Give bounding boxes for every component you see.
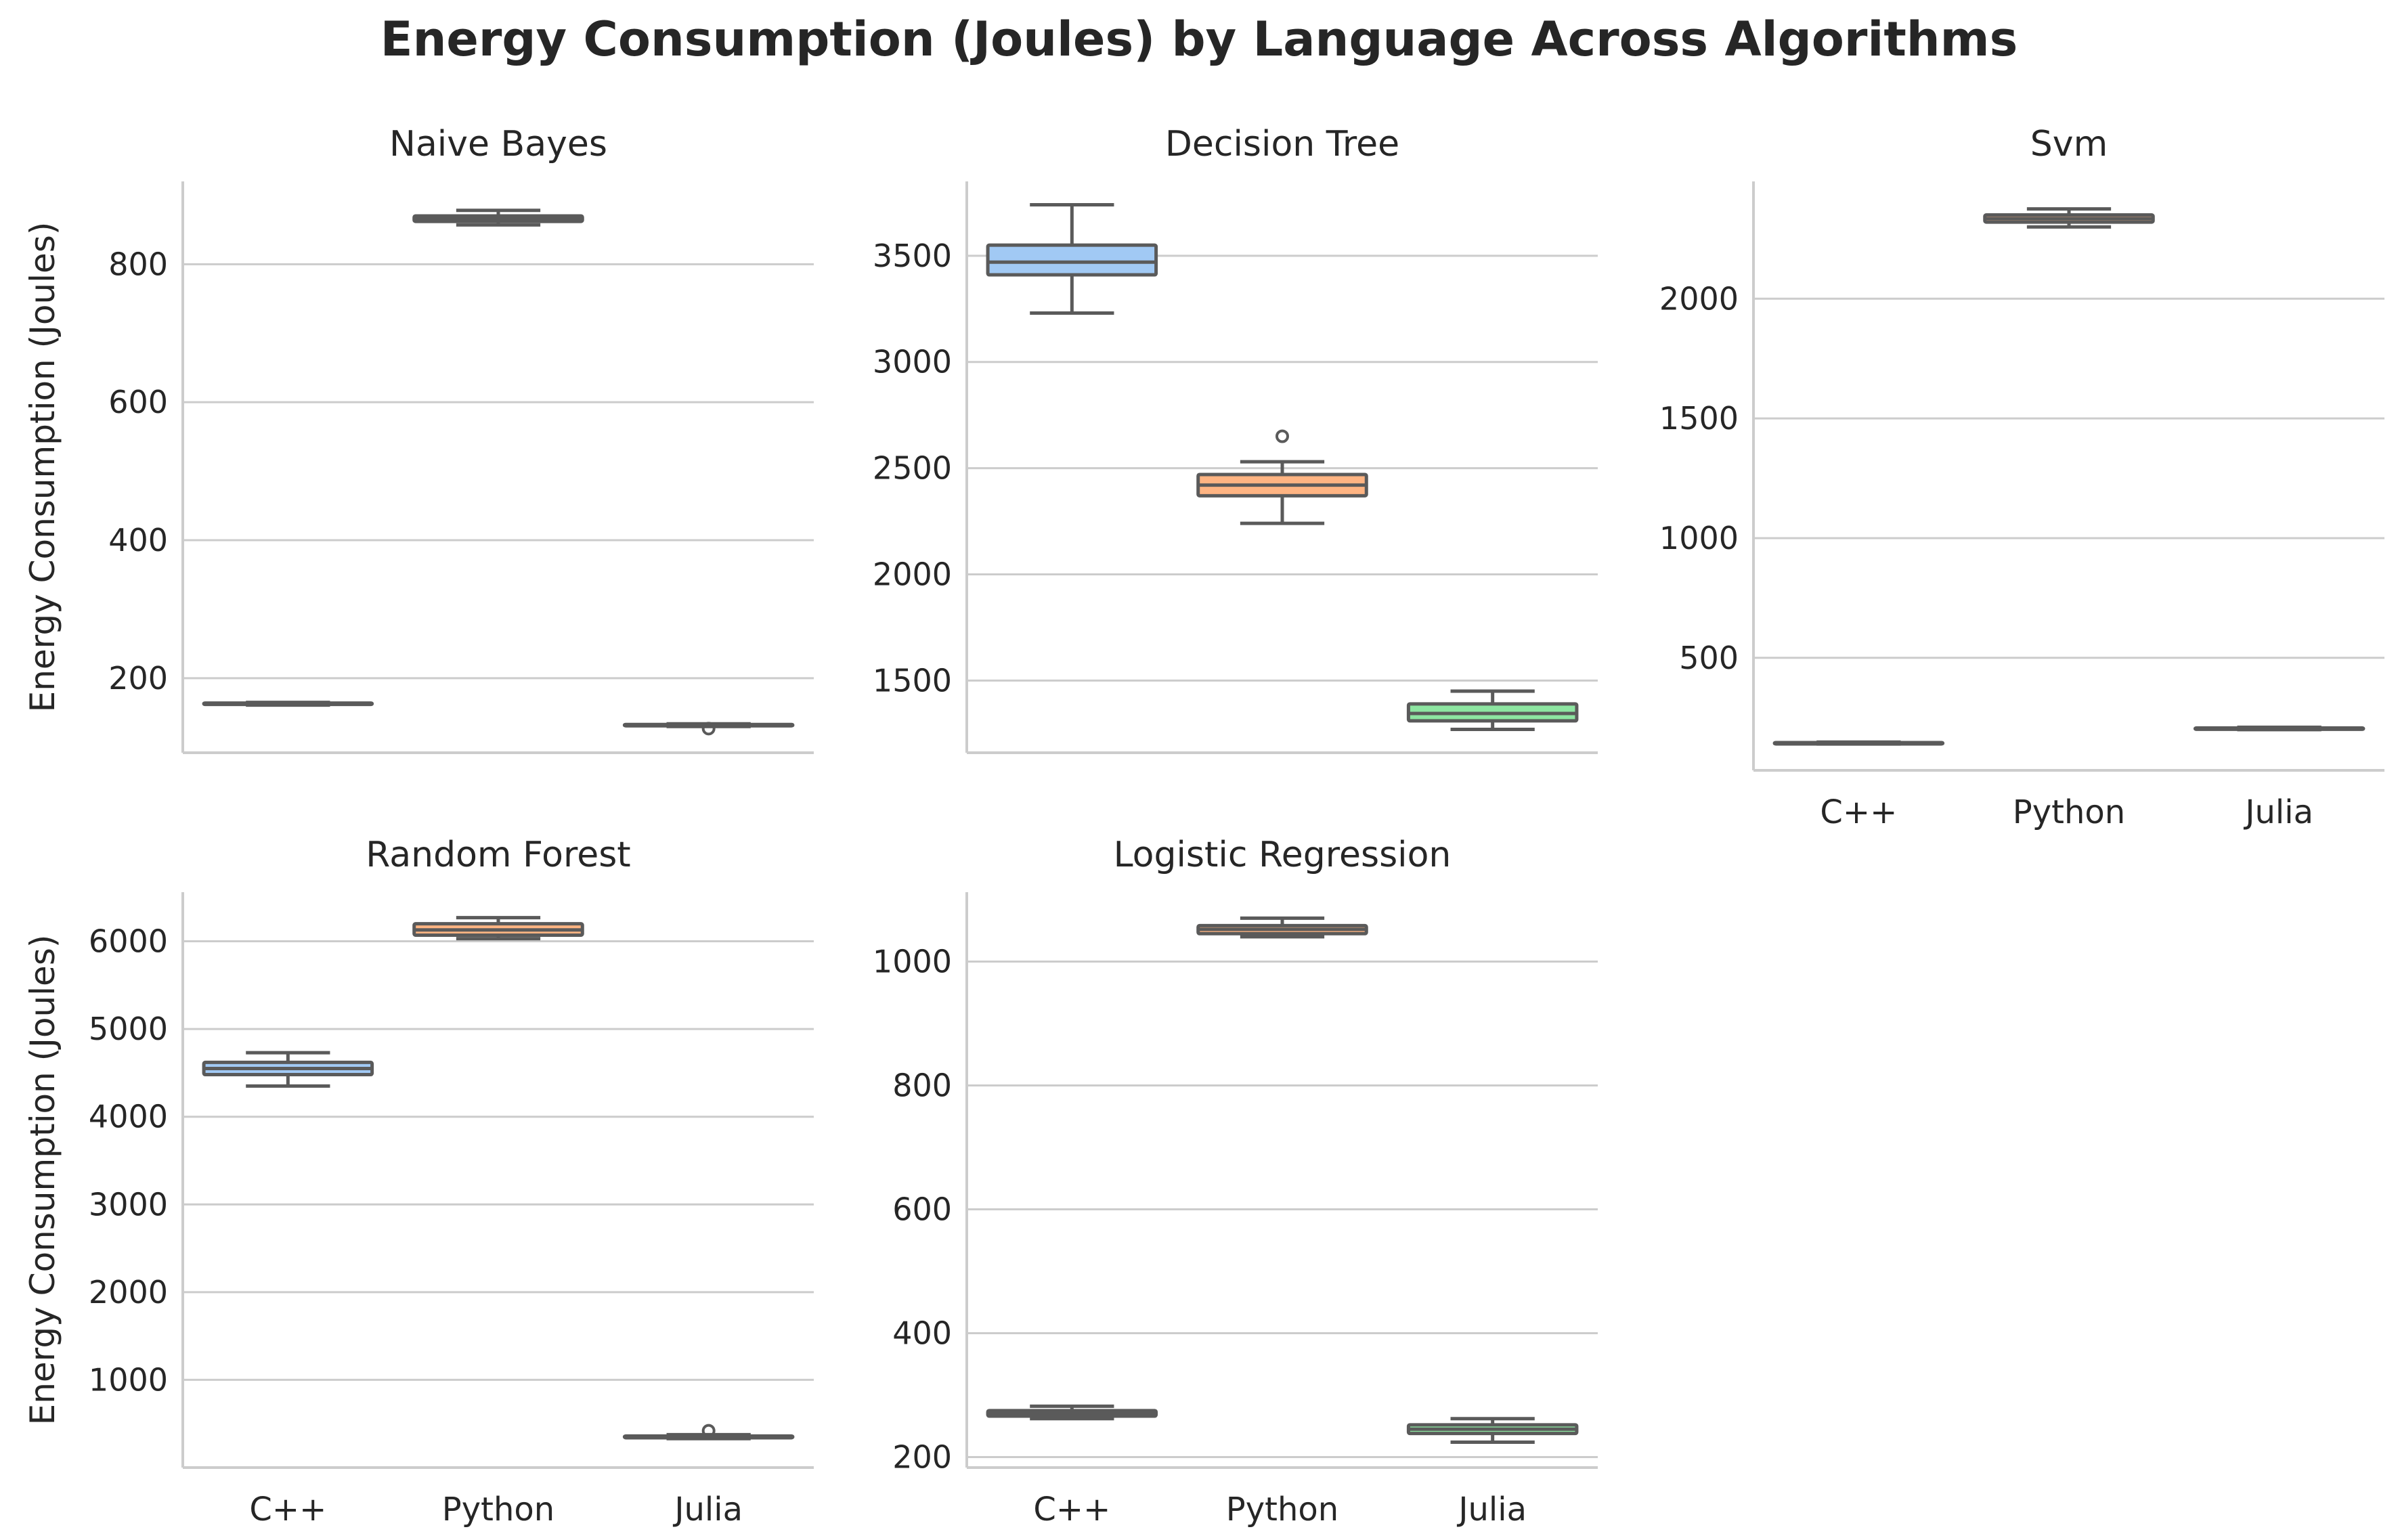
box-julia <box>1406 689 1579 731</box>
figure-title: Energy Consumption (Joules) by Language … <box>380 12 2018 67</box>
subplot: 200 400 600 800 1000 C++ Python Julia Logistic R… <box>873 835 1598 1528</box>
box-julia <box>622 1424 795 1440</box>
subplot-title: Random Forest <box>366 835 630 875</box>
y-tick-label: 800 <box>108 246 168 282</box>
x-tick-label: C++ <box>1820 793 1897 831</box>
y-tick-label: 2000 <box>873 556 952 592</box>
outlier-point <box>1276 429 1289 443</box>
subplot: 1500 2000 2500 3000 3500 Decision Tree <box>873 124 1598 754</box>
box-cpp <box>986 203 1158 315</box>
y-tick-label: 5000 <box>89 1011 168 1047</box>
box-julia <box>1406 1417 1579 1444</box>
x-tick-label: Python <box>2013 793 2125 831</box>
y-tick-label: 2000 <box>1659 280 1739 317</box>
subplot: 500 1000 1500 2000 C++ Python Julia Svm <box>1659 124 2384 831</box>
subplot-title: Decision Tree <box>1165 124 1399 164</box>
y-tick-label: 4000 <box>89 1099 168 1135</box>
y-tick-label: 6000 <box>89 923 168 960</box>
subplot-title: Naive Bayes <box>389 124 607 164</box>
y-tick-label: 600 <box>108 384 168 420</box>
subplot-title: Svm <box>2030 124 2108 164</box>
box-julia <box>622 722 795 736</box>
x-tick-label: Julia <box>672 1491 743 1528</box>
x-tick-label: C++ <box>1033 1491 1110 1528</box>
panels: 200 400 600 800 Naive Bayes Energy Consumptio… <box>23 124 2384 1528</box>
y-axis-label: Energy Consumption (Joules) <box>23 935 62 1426</box>
y-tick-label: 600 <box>892 1191 952 1227</box>
outlier-point <box>701 1424 716 1438</box>
box-julia <box>2193 725 2366 732</box>
x-tick-label: Julia <box>2243 793 2313 831</box>
subplot: 1000 2000 3000 4000 5000 6000 C++ Python Julia Ra… <box>23 835 814 1528</box>
y-tick-label: 3000 <box>89 1186 168 1223</box>
box-cpp <box>1772 740 1945 746</box>
y-tick-label: 200 <box>108 660 168 697</box>
box-cpp <box>202 1051 374 1088</box>
box-python <box>412 916 584 941</box>
y-tick-label: 400 <box>108 522 168 558</box>
y-tick-label: 1000 <box>89 1361 168 1398</box>
y-tick-label: 800 <box>892 1067 952 1103</box>
box-iqr <box>986 243 1158 277</box>
y-tick-label: 3500 <box>873 238 952 274</box>
y-tick-label: 3000 <box>873 344 952 380</box>
box-python <box>1196 916 1368 939</box>
subplot: 200 400 600 800 Naive Bayes Energy Consumptio… <box>23 124 814 754</box>
y-tick-label: 2000 <box>89 1274 168 1311</box>
y-tick-label: 1500 <box>873 662 952 699</box>
y-tick-label: 1000 <box>1659 520 1739 556</box>
box-cpp <box>986 1404 1158 1421</box>
box-python <box>412 208 584 227</box>
y-tick-label: 1500 <box>1659 400 1739 437</box>
y-tick-label: 500 <box>1679 640 1739 676</box>
x-tick-label: Julia <box>1456 1491 1527 1528</box>
x-tick-label: Python <box>442 1491 554 1528</box>
box-python <box>1983 207 2155 229</box>
x-tick-label: C++ <box>249 1491 326 1528</box>
box-cpp <box>202 701 374 707</box>
y-axis-label: Energy Consumption (Joules) <box>23 222 62 713</box>
y-tick-label: 200 <box>892 1438 952 1475</box>
y-tick-label: 2500 <box>873 450 952 487</box>
y-tick-label: 400 <box>892 1315 952 1351</box>
y-tick-label: 1000 <box>873 943 952 980</box>
subplot-title: Logistic Regression <box>1114 835 1452 875</box>
box-python <box>1196 429 1368 525</box>
x-tick-label: Python <box>1226 1491 1338 1528</box>
outlier-point <box>701 722 716 736</box>
